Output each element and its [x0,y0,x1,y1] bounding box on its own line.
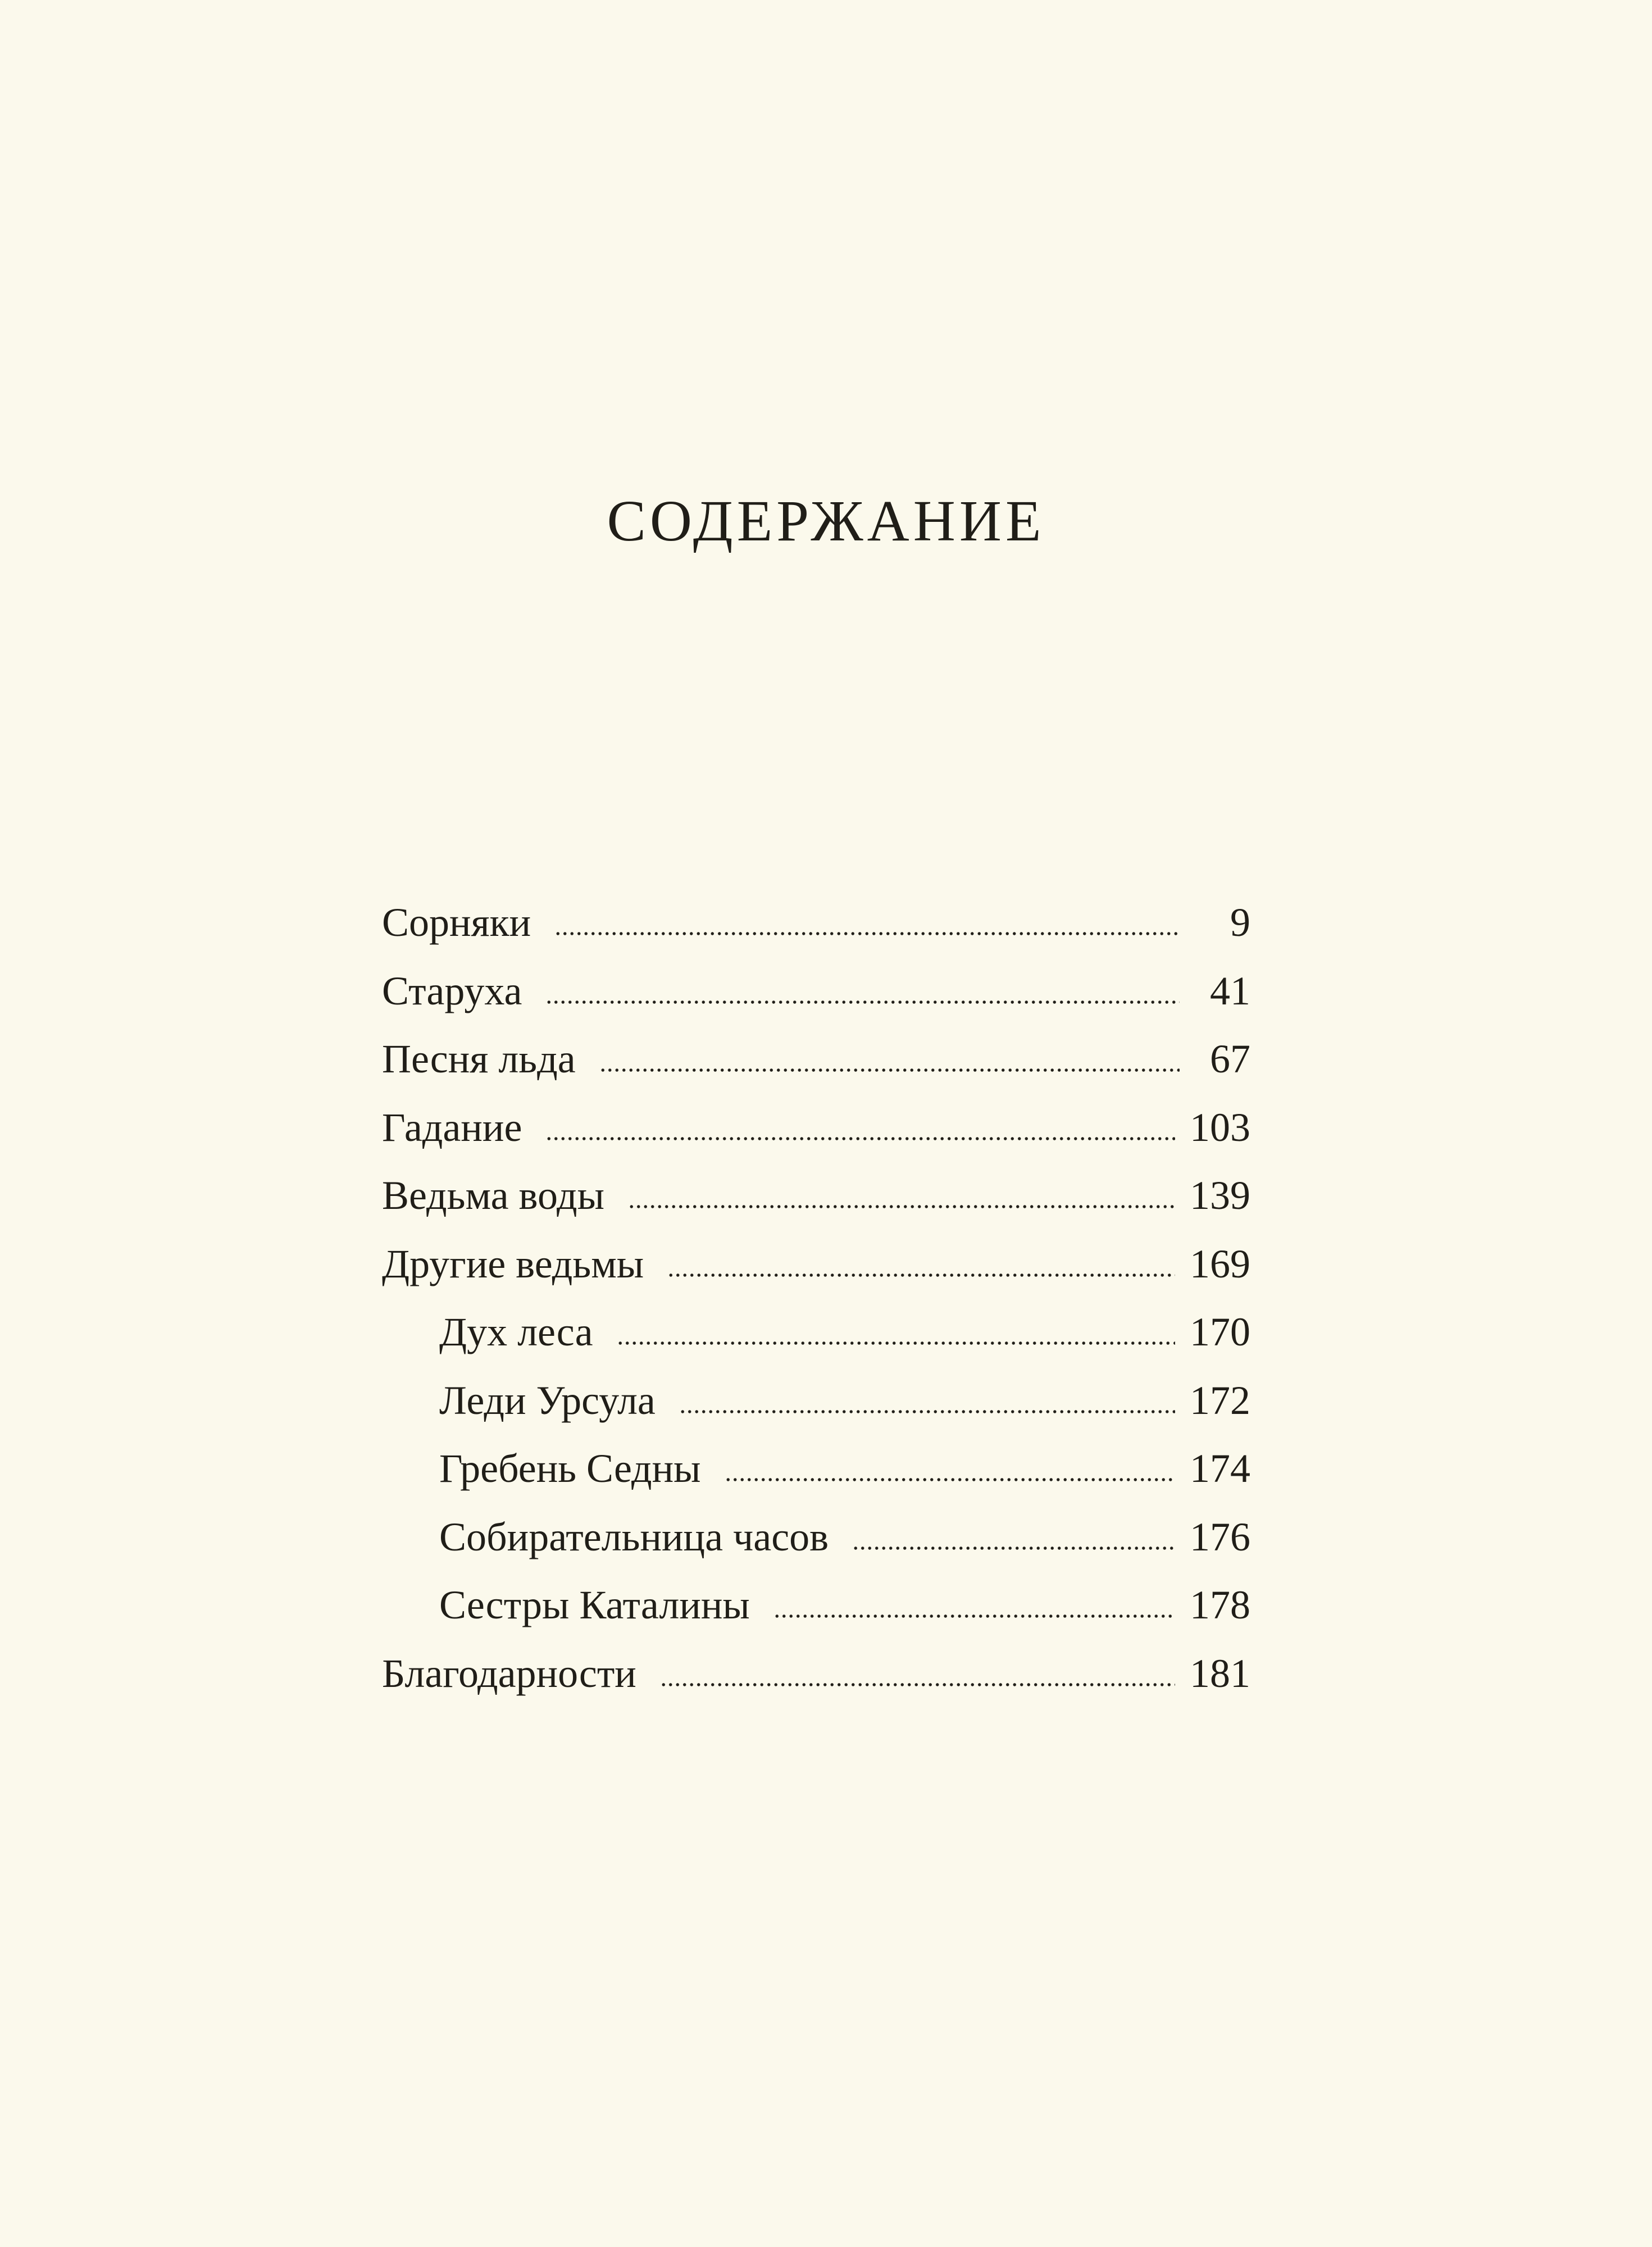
toc-entry: Дух леса 170 [382,1298,1250,1367]
toc-list: Сорняки 9 Старуха 41 Песня льда 67 Гадание 103 В… [382,889,1250,1708]
page-title: СОДЕРЖАНИЕ [607,489,1045,553]
toc-entry-label: Сестры Каталины [439,1582,750,1627]
toc-entry-page: 176 [1190,1514,1250,1559]
dot-leader [616,1341,1175,1345]
dot-leader [852,1545,1175,1550]
dot-leader [627,1204,1175,1209]
dot-leader [545,1136,1175,1141]
toc-entry-label: Гребень Седны [439,1446,701,1491]
toc-entry-label: Собирательница часов [439,1514,829,1559]
toc-entry-label: Леди Урсула [439,1377,656,1423]
dot-leader [667,1272,1175,1277]
toc-entry-label: Старуха [382,968,522,1013]
toc-entry: Другие ведьмы 169 [382,1230,1250,1299]
dot-leader [545,999,1180,1004]
toc-entry-page: 41 [1210,968,1250,1013]
toc-entry-page: 170 [1190,1309,1250,1354]
toc-entry: Сестры Каталины 178 [382,1571,1250,1640]
toc-entry: Гребень Седны 174 [382,1435,1250,1503]
dot-leader [659,1682,1175,1687]
toc-entry: Ведьма воды 139 [382,1162,1250,1230]
toc-entry-label: Гадание [382,1104,522,1150]
dot-leader [773,1614,1175,1618]
toc-entry: Благодарности 181 [382,1640,1250,1708]
toc-entry-page: 9 [1230,900,1250,945]
toc-entry-page: 169 [1190,1241,1250,1286]
toc-entry-label: Дух леса [439,1309,593,1354]
dot-leader [599,1068,1180,1072]
toc-entry: Сорняки 9 [382,889,1250,957]
dot-leader [554,931,1180,936]
toc-entry-page: 172 [1190,1377,1250,1423]
toc-entry-label: Сорняки [382,900,531,945]
toc-entry-page: 67 [1210,1036,1250,1081]
toc-entry-page: 181 [1190,1650,1250,1696]
toc-entry-label: Ведьма воды [382,1173,604,1218]
toc-entry: Гадание 103 [382,1094,1250,1162]
toc-entry-label: Благодарности [382,1650,636,1696]
toc-entry: Старуха 41 [382,957,1250,1026]
toc-entry: Песня льда 67 [382,1025,1250,1094]
toc-entry: Собирательница часов 176 [382,1503,1250,1572]
toc-entry-page: 174 [1190,1446,1250,1491]
toc-entry-label: Другие ведьмы [382,1241,644,1286]
toc-entry-page: 178 [1190,1582,1250,1627]
dot-leader [724,1477,1175,1482]
dot-leader [679,1409,1175,1414]
toc-entry-label: Песня льда [382,1036,576,1081]
toc-entry-page: 103 [1190,1104,1250,1150]
toc-entry-page: 139 [1190,1173,1250,1218]
toc-entry: Леди Урсула 172 [382,1367,1250,1435]
